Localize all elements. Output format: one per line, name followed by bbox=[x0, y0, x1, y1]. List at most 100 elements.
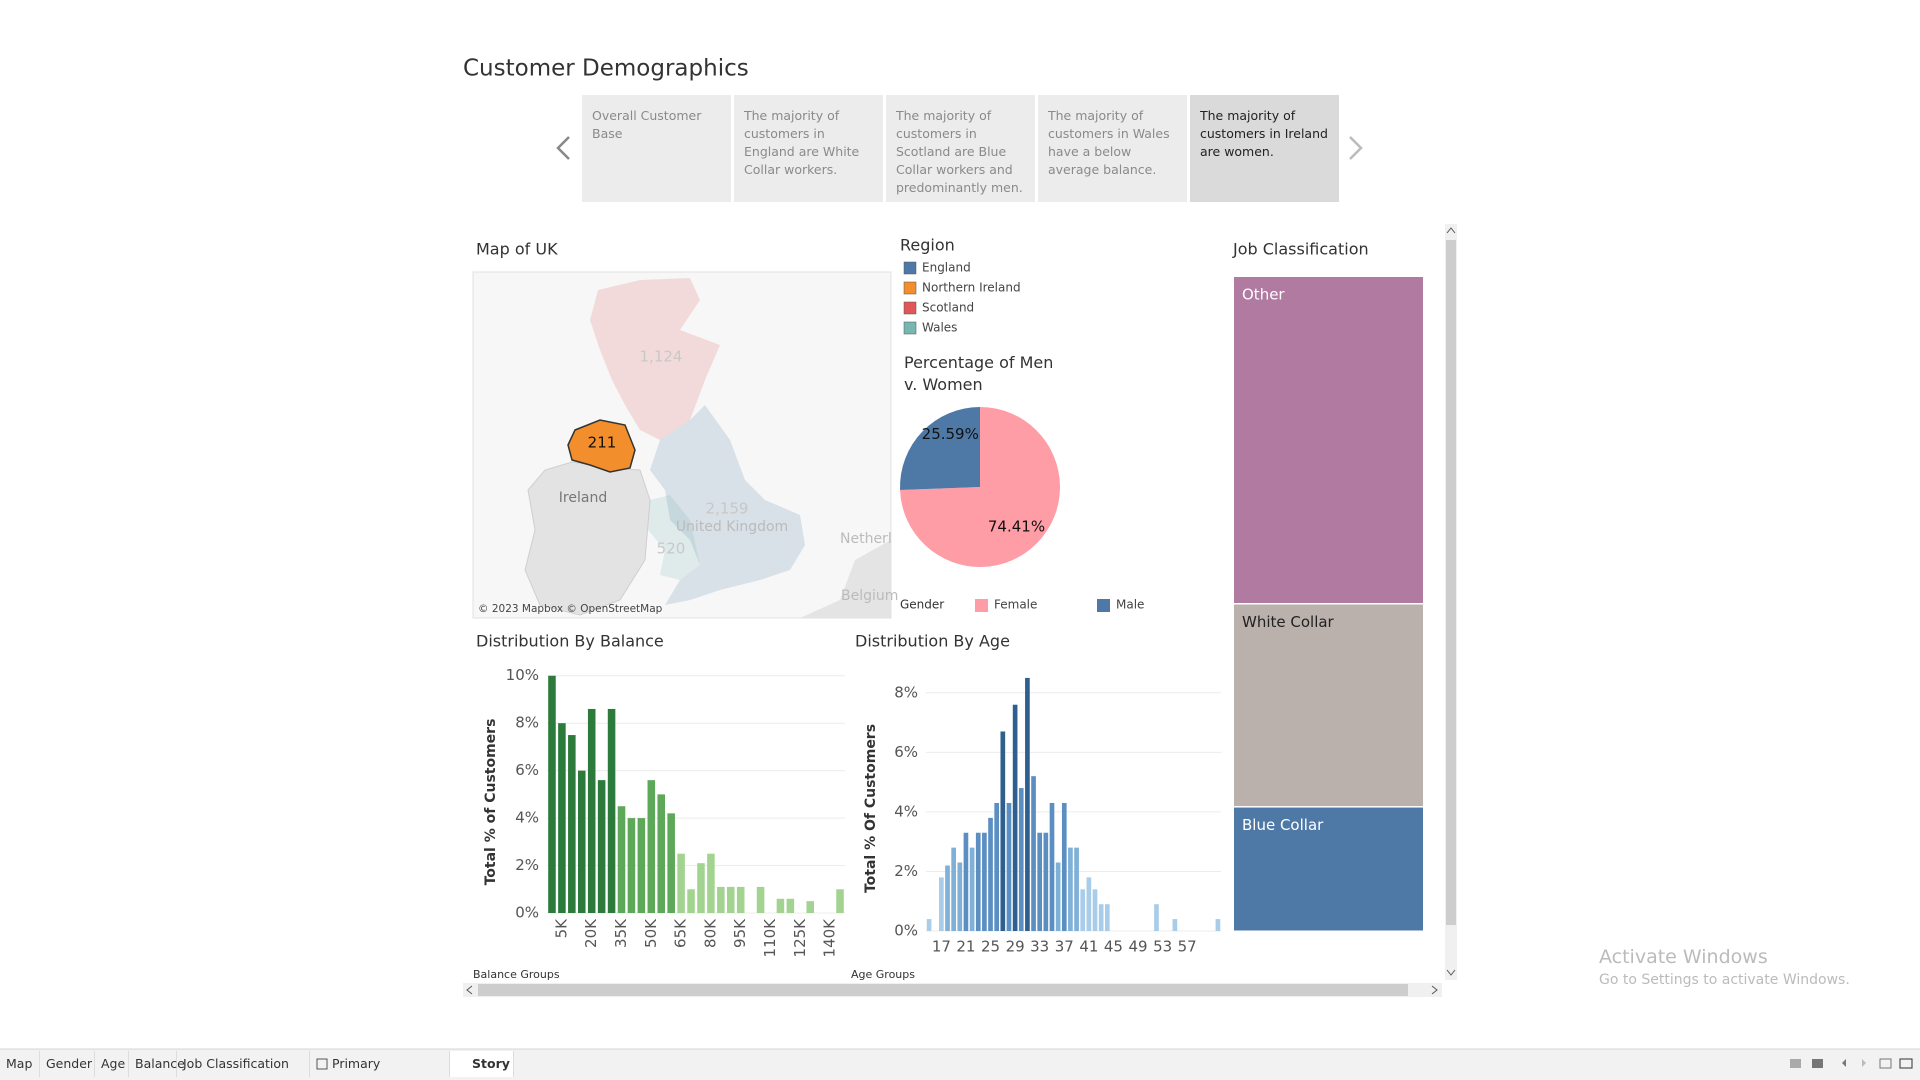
bar bbox=[969, 847, 975, 931]
data-label: 74.41% bbox=[988, 517, 1045, 535]
y-tick-label: 4% bbox=[515, 809, 539, 827]
x-tick-label: 49 bbox=[1128, 938, 1147, 956]
bar bbox=[1025, 677, 1030, 931]
x-tick-label: 125K bbox=[791, 918, 809, 958]
sheet-tab[interactable]: Map bbox=[0, 1051, 40, 1077]
bar bbox=[963, 832, 969, 931]
y-tick-label: 0% bbox=[894, 922, 918, 940]
bar bbox=[1068, 847, 1073, 931]
sheet-tab[interactable]: Story 1 bbox=[450, 1051, 514, 1077]
x-tick-label: 57 bbox=[1178, 938, 1197, 956]
bar bbox=[975, 832, 981, 931]
x-axis-title: Age Groups bbox=[851, 968, 915, 981]
bar bbox=[988, 817, 993, 931]
bar bbox=[836, 889, 844, 913]
bar bbox=[1049, 802, 1055, 931]
bar bbox=[697, 863, 705, 913]
story-point[interactable]: The majority of customers in England are… bbox=[734, 95, 883, 202]
bottom-bar bbox=[0, 1049, 1920, 1080]
bar bbox=[1086, 877, 1092, 931]
x-tick-label: 50K bbox=[642, 918, 660, 948]
legend-swatch bbox=[903, 321, 917, 335]
story-point[interactable]: The majority of customers in Scotland ar… bbox=[886, 95, 1035, 202]
bar bbox=[1031, 776, 1036, 931]
bar bbox=[627, 818, 636, 913]
bar bbox=[736, 886, 745, 913]
bar bbox=[756, 886, 765, 913]
prev-arrow[interactable] bbox=[556, 136, 570, 160]
story-point[interactable]: Overall Customer Base bbox=[582, 95, 731, 202]
scroll-up[interactable] bbox=[1446, 227, 1456, 234]
chart-title: Job Classification bbox=[1232, 240, 1369, 259]
chart-title: Distribution By Balance bbox=[476, 632, 664, 651]
bar bbox=[667, 813, 675, 913]
bar bbox=[806, 901, 815, 913]
chart-title: Distribution By Age bbox=[855, 632, 1010, 651]
bar bbox=[657, 794, 666, 913]
treemap-label: White Collar bbox=[1242, 613, 1335, 631]
scroll-right[interactable] bbox=[1431, 985, 1438, 995]
y-tick-label: 6% bbox=[515, 761, 539, 779]
v-scroll-thumb[interactable] bbox=[1446, 240, 1456, 925]
bar bbox=[1055, 862, 1061, 931]
bar bbox=[951, 847, 956, 931]
map-place-label: United Kingdom bbox=[676, 519, 788, 535]
x-tick-label: 5K bbox=[552, 918, 570, 939]
sheet-tab[interactable]: Age bbox=[95, 1051, 129, 1077]
pie-slice bbox=[900, 407, 980, 490]
data-label: 25.59% bbox=[922, 425, 979, 443]
y-tick-label: 4% bbox=[894, 802, 918, 820]
bar bbox=[617, 806, 626, 913]
sheet-tab[interactable]: Job Classification bbox=[177, 1051, 310, 1077]
map-region bbox=[650, 405, 805, 605]
bar bbox=[945, 865, 950, 931]
x-tick-label: 20K bbox=[582, 918, 600, 948]
bar bbox=[1092, 889, 1098, 931]
x-tick-label: 17 bbox=[932, 938, 951, 956]
x-tick-label: 35K bbox=[612, 918, 630, 948]
bar bbox=[577, 770, 586, 913]
activation-title: Activate Windows bbox=[1599, 946, 1768, 968]
scroll-down[interactable] bbox=[1446, 969, 1456, 976]
sheet-tab[interactable]: Primary Dashboard bbox=[310, 1051, 450, 1077]
story-point[interactable]: The majority of customers in Wales have … bbox=[1038, 95, 1187, 202]
bar bbox=[568, 735, 576, 913]
story-point[interactable]: The majority of customers in Ireland are… bbox=[1190, 95, 1339, 202]
map-region-count: 2,159 bbox=[706, 500, 749, 518]
x-tick-label: 37 bbox=[1055, 938, 1074, 956]
map-place-label: Belgium bbox=[841, 588, 898, 604]
map-title: Map of UK bbox=[476, 240, 558, 259]
bar bbox=[1080, 889, 1086, 931]
map-region bbox=[567, 419, 636, 473]
x-tick-label: 41 bbox=[1079, 938, 1098, 956]
x-tick-label: 33 bbox=[1030, 938, 1049, 956]
x-tick-label: 29 bbox=[1006, 938, 1025, 956]
x-tick-label: 65K bbox=[672, 918, 690, 948]
bar bbox=[1154, 904, 1159, 931]
next-arrow[interactable] bbox=[1349, 136, 1363, 160]
map-region-count: 211 bbox=[588, 434, 617, 452]
legend-swatch bbox=[1097, 599, 1110, 612]
map-region-count: 520 bbox=[657, 540, 686, 558]
y-axis-title: Total % Of Customers bbox=[863, 724, 879, 893]
legend-label: Scotland bbox=[922, 301, 974, 315]
europe-land bbox=[800, 540, 891, 618]
sheet-tab[interactable]: Balance bbox=[129, 1051, 185, 1077]
bar bbox=[597, 780, 606, 913]
y-tick-label: 0% bbox=[515, 904, 539, 922]
scroll-left[interactable] bbox=[466, 985, 473, 995]
view-icons[interactable] bbox=[1790, 1058, 1913, 1069]
bar bbox=[957, 862, 963, 931]
tab-icon bbox=[316, 1058, 328, 1070]
x-tick-label: 80K bbox=[701, 918, 719, 948]
sheet-tab[interactable]: Gender bbox=[40, 1051, 95, 1077]
y-tick-label: 8% bbox=[515, 714, 539, 732]
h-scroll-thumb[interactable] bbox=[478, 984, 1408, 996]
bar bbox=[1061, 802, 1067, 931]
legend-title: Gender bbox=[900, 598, 944, 612]
treemap-cell bbox=[1234, 277, 1423, 603]
legend-label: Wales bbox=[922, 321, 957, 335]
x-tick-label: 95K bbox=[731, 918, 749, 948]
